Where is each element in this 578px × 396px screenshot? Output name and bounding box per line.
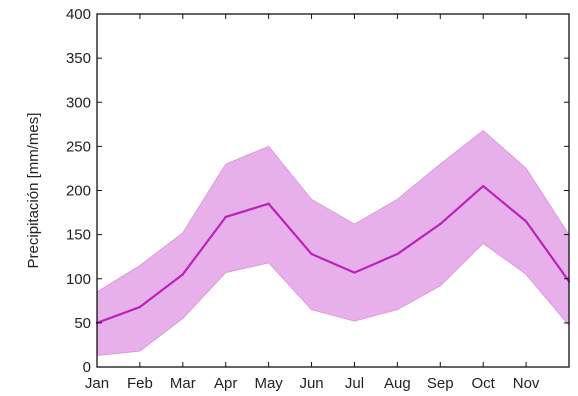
y-tick-label: 350 xyxy=(66,50,91,67)
data-point xyxy=(267,202,270,205)
x-tick-label: Nov xyxy=(513,375,540,392)
y-tick-label: 50 xyxy=(74,315,91,332)
x-tick-label: Jun xyxy=(299,375,323,392)
y-tick-label: 100 xyxy=(66,271,91,288)
x-tick-label: Jan xyxy=(85,375,109,392)
y-tick-label: 0 xyxy=(83,359,91,376)
y-tick-label: 400 xyxy=(66,6,91,23)
data-point xyxy=(310,252,313,256)
x-tick-label: Feb xyxy=(127,375,153,392)
data-point xyxy=(439,222,442,226)
data-point xyxy=(224,215,227,219)
tick-marks xyxy=(96,13,570,368)
y-tick-label: 250 xyxy=(66,138,91,155)
data-point xyxy=(353,271,356,274)
y-tick-label: 200 xyxy=(66,183,91,200)
tick-labels: 0 50 100 150 200 250 300 350 400 Jan Feb Mar Apr May J… xyxy=(66,6,540,392)
x-tick-label: Mar xyxy=(170,375,196,392)
x-tick-label: Apr xyxy=(214,375,237,392)
y-axis-label: Precipitación [mm/mes] xyxy=(25,113,42,269)
y-tick-label: 300 xyxy=(66,94,91,111)
x-tick-label: Aug xyxy=(384,375,411,392)
data-point xyxy=(481,184,485,188)
y-tick-label: 150 xyxy=(66,227,91,244)
x-tick-label: Sep xyxy=(427,375,454,392)
data-point xyxy=(396,252,399,256)
x-tick-label: Oct xyxy=(472,375,496,392)
data-point xyxy=(138,305,142,309)
x-tick-label: Jul xyxy=(345,375,364,392)
data-point xyxy=(524,220,528,223)
data-point xyxy=(181,273,185,276)
x-tick-label: May xyxy=(254,375,283,392)
series-line xyxy=(96,184,570,324)
